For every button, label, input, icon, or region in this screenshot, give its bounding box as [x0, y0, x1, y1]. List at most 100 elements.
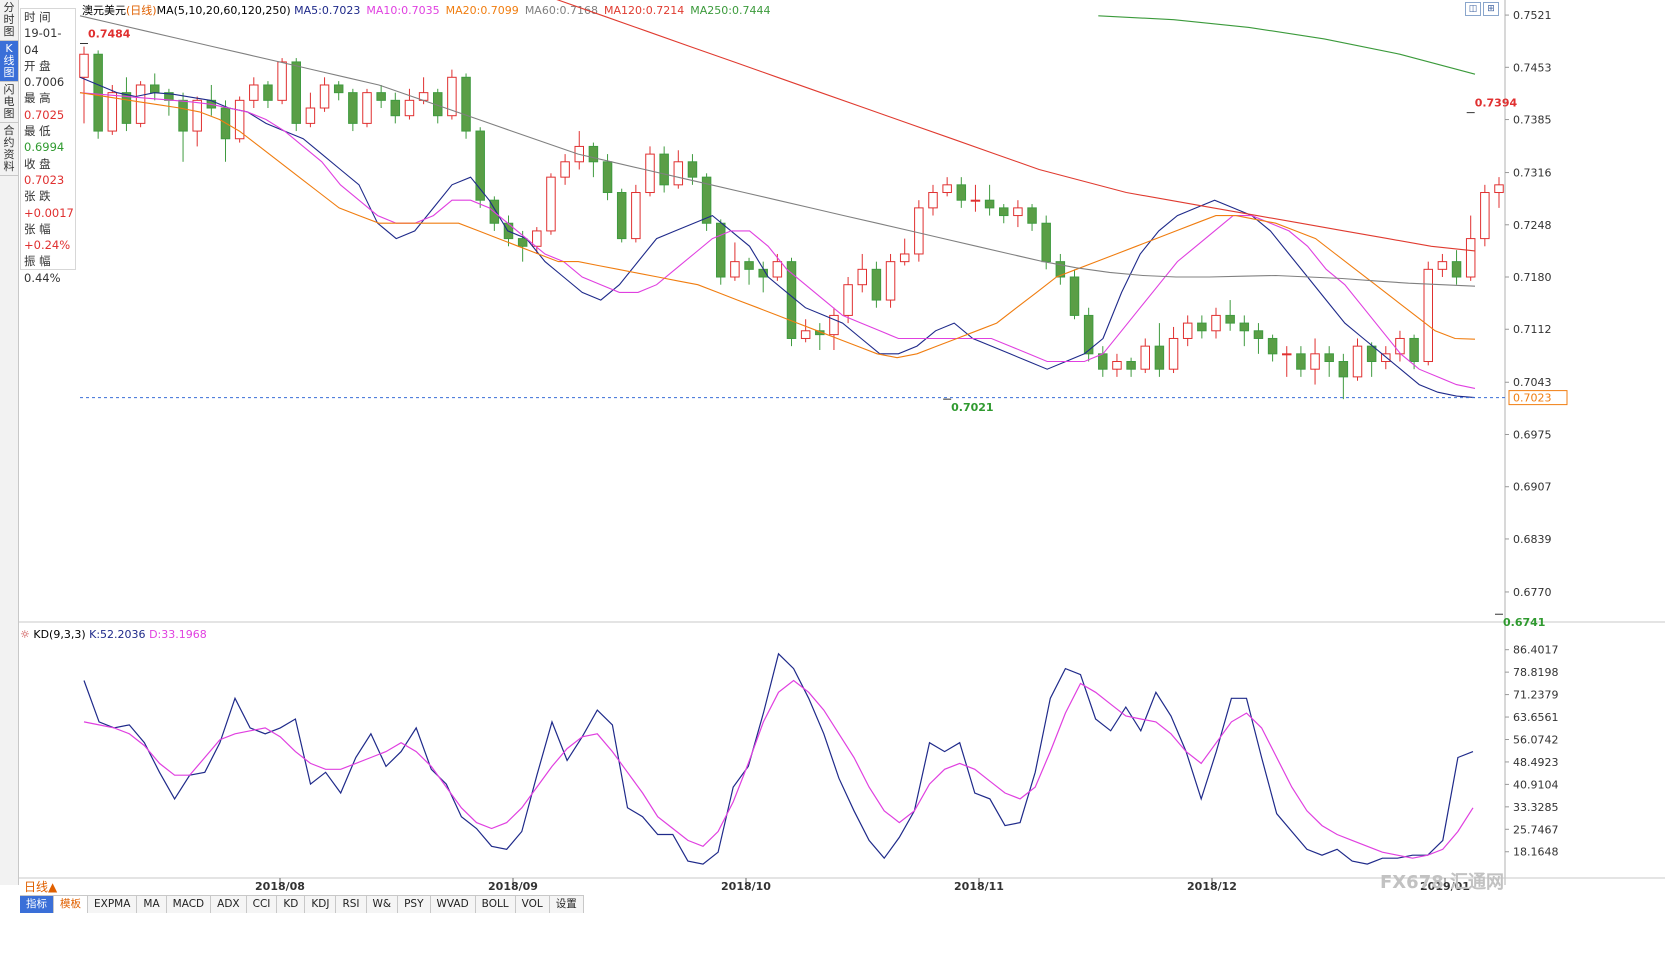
indicator-button-3[interactable]: MA — [137, 896, 167, 913]
restore-icon[interactable]: ◫ — [1465, 2, 1481, 16]
candle-up — [1013, 207, 1023, 217]
candle-up — [1282, 353, 1292, 356]
candle-down — [687, 161, 698, 178]
candle-up — [942, 184, 952, 194]
candle-down — [1197, 322, 1207, 332]
extreme-price-label: 0.7021 — [951, 401, 993, 414]
candle-down — [1451, 261, 1462, 278]
maximize-icon[interactable]: ⊞ — [1483, 2, 1499, 16]
kd-settings-icon[interactable]: ☼ — [20, 628, 30, 641]
indicator-button-4[interactable]: MACD — [166, 896, 212, 913]
ma-line-ma10 — [79, 92, 1476, 389]
tab-0[interactable]: 分时图 — [0, 0, 18, 41]
candle-up — [1112, 361, 1122, 370]
candle-up — [970, 199, 981, 202]
indicator-button-11[interactable]: PSY — [398, 896, 431, 913]
candle-up — [192, 99, 202, 132]
kd-tick-label: 18.1648 — [1513, 846, 1559, 859]
candle-down — [744, 261, 754, 270]
indicator-button-7[interactable]: KD — [277, 896, 306, 913]
window-buttons: ◫ ⊞ — [1465, 2, 1499, 16]
candle-up — [843, 284, 853, 316]
indicator-button-14[interactable]: VOL — [515, 896, 550, 913]
info-value-7: 0.44% — [24, 270, 61, 285]
price-tick-label: 0.7180 — [1513, 271, 1552, 284]
candle-down — [984, 199, 995, 209]
info-value-5: +0.0017 — [24, 205, 74, 220]
candle-down — [263, 84, 273, 101]
day-period-button[interactable]: 日线▲ — [24, 880, 58, 894]
candle-up — [1352, 345, 1363, 378]
indicator-button-8[interactable]: KDJ — [305, 896, 337, 913]
time-tick-label: 2018/08 — [255, 880, 305, 893]
tab-2[interactable]: 闪电图 — [0, 82, 18, 123]
indicator-button-9[interactable]: RSI — [336, 896, 367, 913]
kd-line-d — [83, 679, 1474, 859]
indicator-button-5[interactable]: ADX — [211, 896, 247, 913]
candle-up — [730, 261, 740, 278]
kd-tick-label: 25.7467 — [1513, 823, 1559, 836]
time-tick-label: 2018/11 — [954, 880, 1004, 893]
candle-up — [79, 53, 89, 78]
candle-up — [885, 261, 896, 301]
candle-down — [333, 84, 344, 94]
candle-down — [659, 153, 669, 186]
ma-legend-item-0: MA5:0.7023 — [294, 4, 361, 17]
info-value-2: 0.7025 — [24, 107, 65, 122]
ma-line-ma250 — [1098, 15, 1476, 75]
indicator-button-15[interactable]: 设置 — [549, 896, 584, 913]
indicator-button-12[interactable]: WVAD — [430, 896, 476, 913]
candle-down — [1409, 337, 1419, 363]
indicator-button-6[interactable]: CCI — [246, 896, 278, 913]
ma-legend-item-2: MA20:0.7099 — [445, 4, 519, 17]
candle-up — [234, 99, 245, 140]
candle-down — [602, 161, 613, 194]
kd-tick-label: 33.3285 — [1513, 801, 1559, 814]
candle-up — [1140, 345, 1150, 370]
indicator-button-1[interactable]: 模板 — [54, 896, 88, 913]
info-label-3: 最 低 — [24, 124, 51, 139]
info-label-4: 收 盘 — [24, 156, 51, 171]
candle-up — [1395, 337, 1405, 355]
ma-legend-name: MA(5,10,20,60,120,250) — [156, 4, 291, 17]
ma-legend: MA5:0.7023 MA10:0.7035 MA20:0.7099 MA60:0.7… — [294, 4, 776, 17]
indicator-button-13[interactable]: BOLL — [475, 896, 516, 913]
tab-3[interactable]: 合约资料 — [0, 123, 18, 176]
info-label-1: 开 盘 — [24, 58, 51, 73]
candle-down — [588, 145, 599, 163]
candle-up — [1437, 261, 1448, 270]
indicator-button-10[interactable]: W& — [366, 896, 399, 913]
watermark: FX678 汇通网 — [1380, 872, 1505, 893]
candle-down — [1253, 330, 1264, 339]
candle-down — [1041, 222, 1051, 263]
info-label-2: 最 高 — [24, 91, 51, 106]
candle-up — [928, 192, 938, 209]
info-label-0: 时 间 — [24, 10, 51, 24]
time-tick-label: 2018/09 — [488, 880, 538, 893]
indicator-button-0[interactable]: 指标 — [20, 896, 54, 913]
price-tick-label: 0.6975 — [1513, 428, 1552, 441]
chart-title: 澳元美元(日线)MA(5,10,20,60,120,250) MA5:0.702… — [82, 2, 776, 18]
price-tick-label: 0.6907 — [1513, 481, 1552, 494]
candle-up — [772, 261, 783, 278]
candle-down — [291, 61, 301, 124]
candle-up — [277, 61, 287, 101]
time-tick-label: 2018/10 — [721, 880, 771, 893]
candle-down — [178, 99, 188, 132]
candle-down — [1154, 345, 1165, 370]
price-tick-label: 0.7521 — [1513, 9, 1552, 22]
candle-up — [1182, 322, 1193, 339]
indicator-button-2[interactable]: EXPMA — [88, 896, 138, 913]
candle-down — [716, 222, 726, 278]
candle-down — [1083, 314, 1094, 355]
info-value-6: +0.24% — [24, 238, 71, 253]
candle-up — [1168, 337, 1179, 370]
price-tick-label: 0.7385 — [1513, 114, 1552, 127]
candle-up — [546, 176, 556, 232]
candle-down — [517, 238, 528, 247]
candle-up — [1480, 192, 1490, 240]
candle-up — [1310, 353, 1320, 370]
